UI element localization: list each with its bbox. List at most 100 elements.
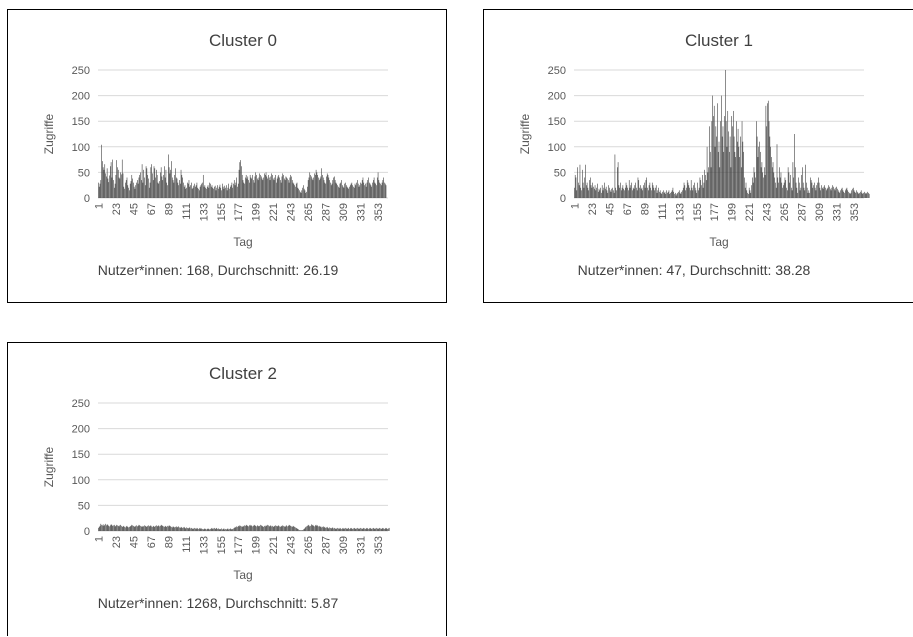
- bar: [721, 136, 723, 198]
- y-tick-label: 100: [72, 475, 90, 487]
- bar: [577, 167, 578, 198]
- bar: [832, 185, 833, 198]
- bar: [121, 159, 123, 198]
- bar: [770, 146, 771, 198]
- bar: [296, 182, 298, 198]
- bar: [305, 192, 307, 198]
- bar: [119, 178, 121, 198]
- bar: [769, 136, 771, 198]
- bar: [167, 185, 168, 198]
- bar: [187, 182, 188, 198]
- bar: [245, 525, 246, 531]
- bar: [774, 177, 775, 198]
- bar: [106, 525, 107, 531]
- bar: [381, 182, 383, 198]
- bar: [315, 169, 317, 198]
- bar: [186, 187, 187, 198]
- bar: [364, 185, 365, 198]
- bar: [604, 182, 605, 198]
- bar: [796, 187, 798, 198]
- bar: [167, 525, 168, 531]
- bar: [104, 164, 106, 198]
- bar: [844, 192, 845, 198]
- bar: [144, 177, 145, 198]
- bar: [831, 187, 833, 198]
- bar: [233, 527, 235, 531]
- bar: [864, 191, 865, 198]
- bar: [164, 526, 165, 531]
- bar: [349, 528, 351, 531]
- bar: [749, 190, 751, 198]
- bar: [215, 528, 217, 531]
- bar: [834, 190, 836, 198]
- x-tick-label: 89: [639, 203, 651, 215]
- bar: [356, 528, 357, 531]
- bar: [594, 185, 596, 198]
- bar: [229, 528, 230, 531]
- bar: [215, 190, 217, 198]
- bar: [184, 527, 186, 531]
- bar: [302, 187, 303, 198]
- bar: [149, 182, 151, 198]
- bar: [241, 166, 242, 198]
- chart-title: Cluster 1: [685, 31, 753, 50]
- bar: [247, 176, 249, 198]
- y-tick-label: 250: [72, 65, 90, 77]
- bar: [798, 182, 800, 198]
- bar: [204, 528, 206, 531]
- bar: [204, 185, 206, 198]
- bar: [301, 190, 303, 198]
- bar: [682, 190, 683, 198]
- bar: [335, 182, 337, 198]
- bar: [680, 193, 682, 198]
- bar: [224, 529, 226, 531]
- bar: [145, 166, 147, 198]
- bar: [370, 185, 372, 198]
- bar: [236, 526, 237, 531]
- bar: [605, 186, 607, 198]
- bar: [322, 526, 324, 531]
- bar: [309, 172, 311, 198]
- bar: [681, 191, 682, 198]
- bar: [705, 180, 707, 198]
- bar: [325, 183, 326, 198]
- bar: [132, 178, 133, 198]
- bar: [202, 529, 204, 531]
- y-tick-label: 150: [548, 116, 566, 128]
- bar: [188, 180, 190, 198]
- bar: [272, 526, 274, 531]
- bar: [299, 530, 301, 531]
- bar: [252, 526, 253, 531]
- bar: [155, 177, 156, 198]
- bar: [347, 187, 349, 198]
- bar: [299, 190, 300, 198]
- bar: [365, 186, 367, 198]
- bar: [635, 182, 636, 198]
- bar: [243, 182, 245, 198]
- bar: [155, 525, 156, 531]
- bar: [358, 528, 360, 531]
- bar: [704, 169, 705, 198]
- bar: [195, 528, 196, 531]
- bar: [697, 182, 698, 198]
- bar: [739, 157, 740, 198]
- x-tick-label: 133: [198, 536, 210, 554]
- bar: [336, 183, 338, 198]
- bar: [338, 187, 340, 198]
- bar: [385, 527, 387, 531]
- bar: [642, 190, 644, 198]
- bar: [263, 177, 264, 198]
- y-axis-label: Zugriffe: [518, 113, 532, 154]
- bar: [129, 526, 130, 531]
- bar: [108, 525, 110, 531]
- bar: [244, 183, 245, 198]
- bar: [138, 524, 140, 531]
- bar: [360, 182, 361, 198]
- bar: [111, 177, 113, 198]
- bar: [122, 526, 124, 531]
- bar: [299, 529, 300, 531]
- bar: [147, 174, 148, 198]
- bar: [720, 121, 721, 198]
- chart-svg: Cluster 2 0 50 100 150 200 250 1 23 45 67 89 111 133 1…: [42, 364, 390, 611]
- bar: [320, 526, 322, 531]
